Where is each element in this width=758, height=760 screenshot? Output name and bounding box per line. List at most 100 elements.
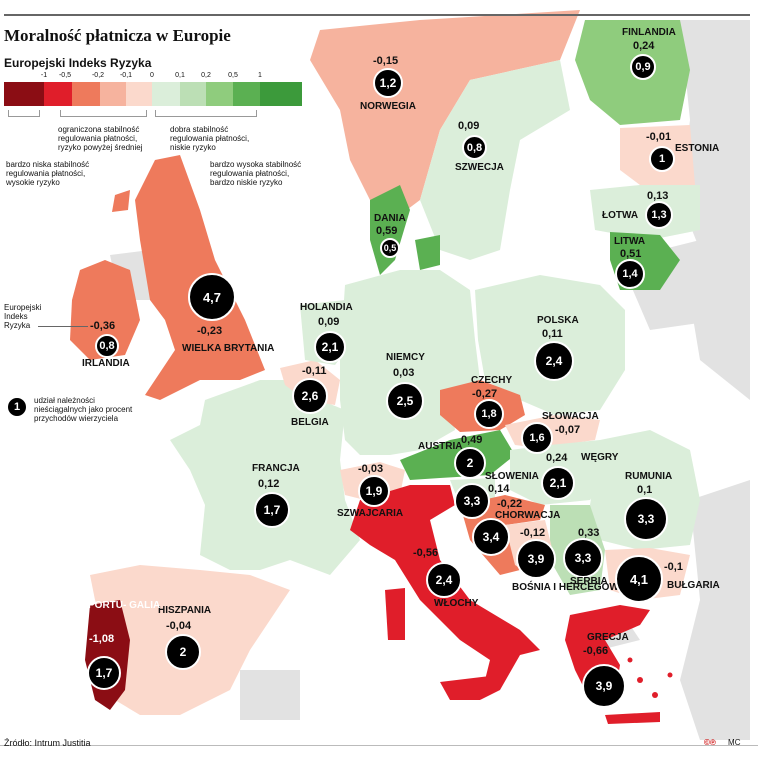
share-bubble: 2,4 [534, 341, 574, 381]
legend-tick: -0,1 [119, 72, 133, 79]
share-bubble: 4,7 [188, 273, 236, 321]
country-name: BUŁGARIA [667, 580, 720, 591]
legend-desc-good: dobra stabilność regulowania płatności, … [170, 125, 250, 152]
country-name: WĘGRY [581, 452, 619, 463]
region-grecja-island [627, 657, 633, 663]
share-bubble: 0,9 [630, 54, 656, 80]
bubble-key: 1 [6, 396, 28, 418]
country-name: GRECJA [587, 632, 629, 643]
share-bubble: 0,8 [462, 135, 487, 160]
legend-swatch [233, 82, 260, 106]
background-land [240, 670, 300, 720]
country-index: -0,27 [472, 388, 498, 400]
legend-tick: -1 [40, 72, 48, 79]
country-name: HISZPANIA [158, 605, 212, 616]
bubble-key-text: udział należności nieściągalnych jako pr… [34, 396, 133, 423]
legend-tick: 0,5 [228, 72, 238, 79]
background-land [680, 480, 750, 740]
country-name: FRANCJA [252, 463, 300, 474]
region-grecja-island [652, 692, 658, 698]
legend-swatch [152, 82, 180, 106]
region-kreta [605, 712, 660, 724]
share-bubble: 3,3 [624, 497, 668, 541]
legend-swatch [100, 82, 126, 106]
country-name: AUSTRIA [418, 441, 463, 452]
share-bubble: 2,6 [292, 378, 328, 414]
region-grecja-island [667, 672, 673, 678]
region-sardynia [385, 588, 405, 640]
region-sycylia [440, 676, 490, 700]
country-name: POLSKA [537, 315, 579, 326]
country-name: NORWEGIA [360, 101, 416, 112]
region-irlandia [70, 260, 140, 360]
country-index: 0,24 [633, 40, 655, 52]
country-index: -0,07 [555, 424, 581, 436]
country-name: WŁOCHY [434, 598, 479, 609]
region-grecja-island [637, 677, 643, 683]
country-name: IRLANDIA [82, 358, 130, 369]
country-index: -0,66 [583, 645, 609, 657]
region-francja [170, 380, 360, 575]
share-bubble: 1,7 [254, 492, 290, 528]
share-bubble: 1,2 [373, 68, 403, 98]
country-name: RUMUNIA [625, 471, 673, 482]
publisher-logo: ©℗ [704, 738, 716, 747]
country-index: -0,1 [664, 561, 683, 573]
country-index: 0,03 [393, 367, 415, 379]
legend-bracket [8, 110, 40, 117]
country-index: 0,51 [620, 248, 642, 260]
country-name: SŁOWACJA [542, 411, 599, 422]
share-bubble: 2,1 [541, 466, 575, 500]
country-index: 0,33 [578, 527, 600, 539]
legend-tick: -0,2 [91, 72, 105, 79]
author-initials: MC [728, 738, 741, 747]
country-index: 0,11 [542, 328, 563, 340]
share-bubble: 3,3 [563, 538, 603, 578]
country-index: 0,49 [461, 434, 483, 446]
country-name: FINLANDIA [622, 27, 676, 38]
share-bubble: 1 [649, 146, 675, 172]
index-key-label: Europejski Indeks Ryzyka [4, 303, 42, 330]
country-index: 0,59 [376, 225, 398, 237]
legend-bracket [60, 110, 147, 117]
share-bubble: 0,5 [380, 238, 400, 258]
share-bubble: 1,3 [645, 201, 673, 229]
country-name: SZWAJCARIA [337, 508, 404, 519]
country-index: 0,09 [458, 120, 480, 132]
share-bubble: 3,4 [472, 518, 510, 556]
country-index: 0,24 [546, 452, 568, 464]
country-index: -0,12 [520, 527, 546, 539]
country-index: -0,04 [166, 620, 192, 632]
legend-bracket [155, 110, 257, 117]
share-bubble: 2,5 [386, 382, 424, 420]
country-name: WIELKA BRYTANIA [182, 343, 275, 354]
region-dania [370, 185, 410, 275]
country-name: ŁOTWA [602, 210, 639, 221]
country-name: SŁOWENIA [485, 471, 539, 482]
country-index: -0,11 [302, 365, 327, 377]
country-name: ESTONIA [675, 143, 720, 154]
legend-heading: Europejski Indeks Ryzyka [4, 56, 152, 70]
country-index: 0,09 [318, 316, 340, 328]
legend-swatch [126, 82, 152, 106]
country-name: SZWECJA [455, 162, 504, 173]
legend-swatch [180, 82, 206, 106]
country-index: -0,01 [646, 131, 672, 143]
region-dania-islands [415, 235, 440, 270]
country-name: BOŚNIA I HERCEGOWINA [512, 582, 637, 593]
region-rumunia [590, 430, 700, 550]
country-index: -0,56 [413, 547, 439, 559]
legend-tick: 0,2 [201, 72, 211, 79]
legend-tick: 0 [150, 72, 154, 79]
country-index: -0,23 [197, 325, 223, 337]
share-bubble: 0,8 [95, 334, 119, 358]
country-index: 0,12 [258, 478, 280, 490]
country-name: CZECHY [471, 375, 513, 386]
source-note: Źródło: Intrum Justitia [4, 738, 91, 748]
share-bubble: 1,4 [615, 259, 645, 289]
share-bubble: 2,4 [426, 562, 462, 598]
country-index: -0,36 [90, 320, 116, 332]
country-index: 0,14 [488, 483, 510, 495]
page-title: Moralność płatnicza w Europie [4, 26, 231, 45]
